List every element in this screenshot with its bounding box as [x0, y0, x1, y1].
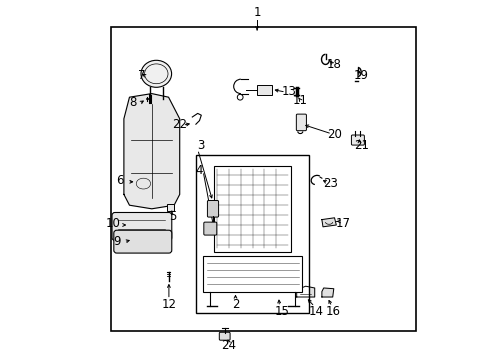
- FancyBboxPatch shape: [296, 114, 306, 131]
- Text: 9: 9: [113, 235, 120, 248]
- Text: 20: 20: [326, 129, 341, 141]
- FancyBboxPatch shape: [203, 222, 216, 235]
- Text: 10: 10: [105, 217, 120, 230]
- Text: 16: 16: [325, 305, 340, 318]
- Text: 3: 3: [197, 139, 204, 152]
- Text: 15: 15: [274, 305, 289, 318]
- FancyBboxPatch shape: [112, 212, 171, 240]
- Bar: [257, 85, 271, 95]
- Bar: [167, 204, 173, 211]
- Polygon shape: [296, 286, 314, 297]
- Text: 22: 22: [172, 118, 187, 131]
- Text: 21: 21: [353, 139, 368, 152]
- Text: 18: 18: [326, 58, 341, 71]
- Text: 2: 2: [231, 298, 239, 311]
- Bar: [111, 27, 415, 331]
- Text: 19: 19: [353, 69, 368, 82]
- Text: 11: 11: [292, 94, 307, 107]
- Ellipse shape: [141, 60, 171, 87]
- FancyBboxPatch shape: [351, 135, 364, 145]
- Text: 4: 4: [195, 165, 203, 177]
- Polygon shape: [123, 94, 179, 209]
- Text: 24: 24: [221, 339, 235, 352]
- FancyBboxPatch shape: [219, 332, 230, 340]
- Text: 17: 17: [335, 217, 350, 230]
- Polygon shape: [321, 218, 336, 227]
- Text: 5: 5: [168, 210, 176, 222]
- Text: 6: 6: [116, 174, 124, 186]
- Text: 23: 23: [323, 177, 338, 190]
- Text: 8: 8: [129, 96, 136, 109]
- Text: 1: 1: [253, 6, 260, 19]
- FancyBboxPatch shape: [114, 230, 171, 253]
- Text: 14: 14: [308, 305, 324, 318]
- FancyBboxPatch shape: [207, 201, 218, 217]
- Text: 13: 13: [282, 85, 296, 98]
- Text: 12: 12: [161, 298, 176, 311]
- Bar: [196, 155, 309, 313]
- Polygon shape: [321, 288, 333, 297]
- Bar: [213, 166, 291, 252]
- Bar: [203, 256, 302, 292]
- Text: 7: 7: [138, 69, 145, 82]
